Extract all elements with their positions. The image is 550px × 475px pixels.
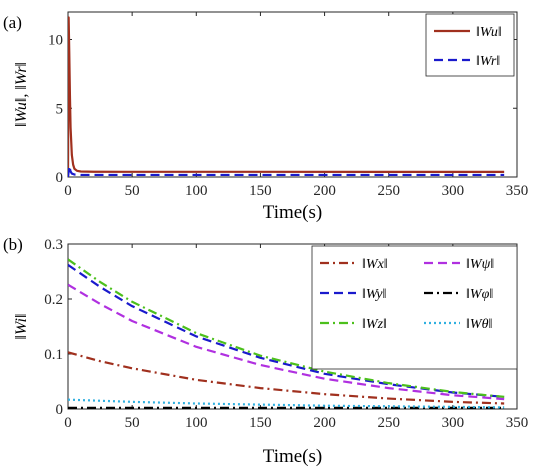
legend-label: ‖Wy‖ xyxy=(362,287,386,302)
legend-label: ‖Wx‖ xyxy=(362,257,388,272)
x-tick-label: 0 xyxy=(64,183,72,199)
x-tick-label: 100 xyxy=(185,415,208,431)
x-tick-label: 250 xyxy=(377,415,400,431)
x-tick-label: 100 xyxy=(185,183,208,199)
y-tick-label: 0.1 xyxy=(44,347,63,363)
panel-b: 0 50 100 150 200 250 300 350 0 0.1 0.2 0.3 (b) Time(s… xyxy=(3,235,528,467)
legend-label: ‖Wr‖ xyxy=(476,54,500,69)
x-tick-label: 250 xyxy=(377,183,400,199)
x-tick-label: 300 xyxy=(442,415,465,431)
x-tick-label: 350 xyxy=(506,183,529,199)
legend-box xyxy=(425,13,515,77)
x-tick-label: 350 xyxy=(506,415,529,431)
panel-label: (b) xyxy=(3,235,23,254)
legend-label: ‖Wθ‖ xyxy=(466,317,492,332)
x-tick-label: 200 xyxy=(313,183,336,199)
y-tick-label: 5 xyxy=(56,101,64,117)
panel-label: (a) xyxy=(3,13,22,32)
x-tick-label: 50 xyxy=(125,415,140,431)
x-tick-label: 0 xyxy=(64,415,72,431)
x-tick-label: 150 xyxy=(249,183,272,199)
series-line-0 xyxy=(68,16,505,177)
x-tick-label: 200 xyxy=(313,415,336,431)
series-line-1 xyxy=(68,164,505,177)
series-line-0 xyxy=(68,351,505,405)
legend-box xyxy=(311,245,518,370)
series-line-2 xyxy=(68,258,505,398)
x-axis-label: Time(s) xyxy=(263,202,322,223)
y-tick-label: 10 xyxy=(48,33,63,49)
series-line-5 xyxy=(68,398,505,409)
y-axis-label: ‖Wu‖, ‖Wr‖ xyxy=(13,62,30,127)
y-tick-label: 0 xyxy=(56,402,64,418)
x-axis-label: Time(s) xyxy=(263,446,322,467)
legend-label: ‖Wφ‖ xyxy=(466,287,493,302)
x-tick-label: 150 xyxy=(249,415,272,431)
legend-label: ‖Wz‖ xyxy=(362,317,387,332)
legend-label: ‖Wψ‖ xyxy=(466,257,494,272)
legend-label: ‖Wu‖ xyxy=(476,25,502,40)
y-tick-label: 0.2 xyxy=(44,292,63,308)
series-line-1 xyxy=(68,263,505,398)
y-tick-label: 0 xyxy=(56,170,64,186)
y-tick-label: 0.3 xyxy=(44,237,63,253)
x-tick-label: 300 xyxy=(442,183,465,199)
series-line-3 xyxy=(68,283,505,401)
panel-a: 0 50 100 150 200 250 300 350 0 5 10 (a) Time(s) ‖Wu‖,… xyxy=(3,11,529,223)
x-tick-label: 50 xyxy=(125,183,140,199)
y-axis-label: ‖Wi‖ xyxy=(13,314,30,340)
